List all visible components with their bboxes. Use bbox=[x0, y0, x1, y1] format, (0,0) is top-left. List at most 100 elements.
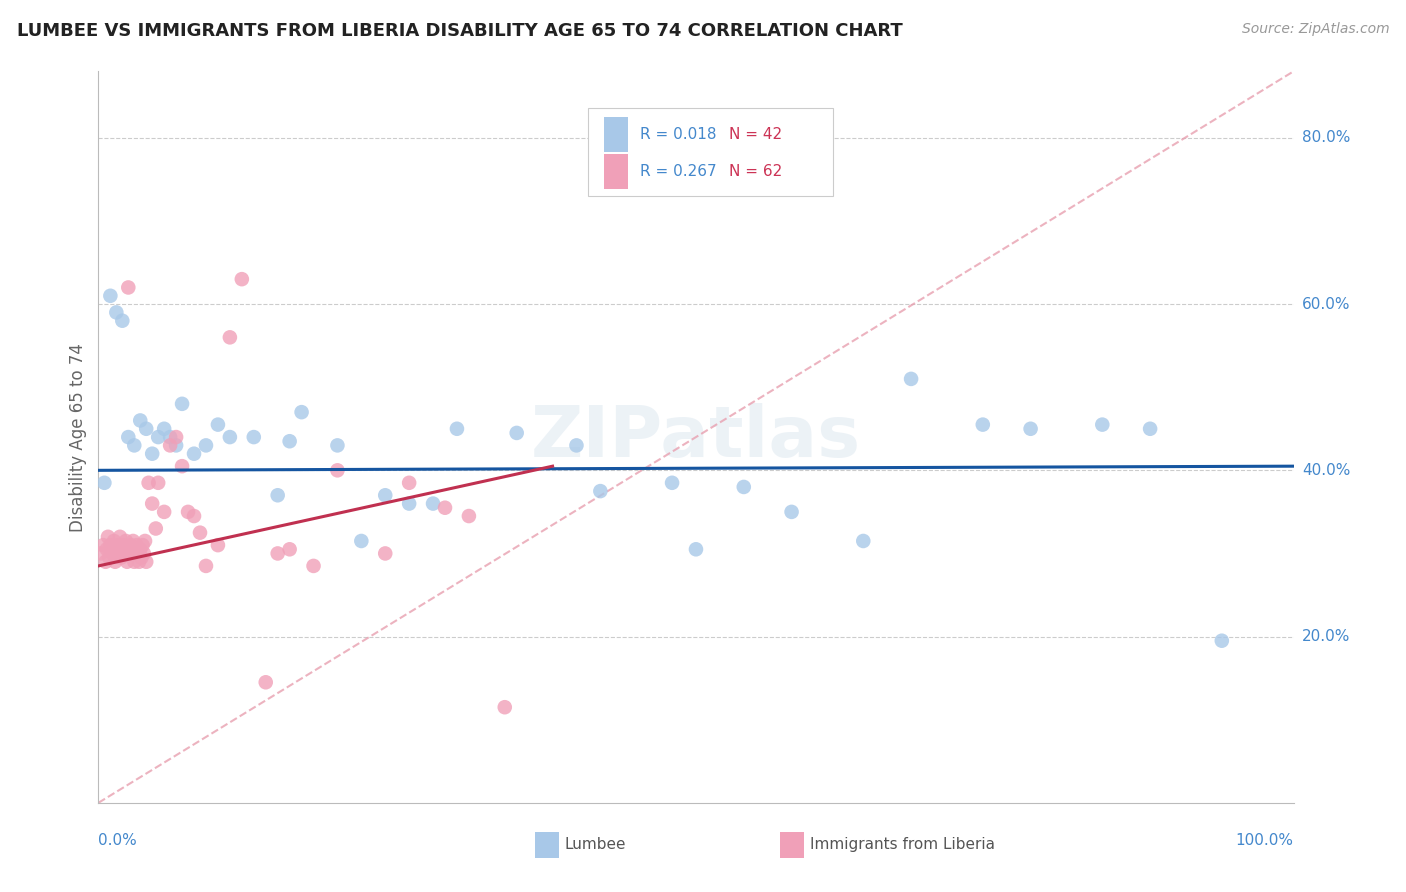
Point bbox=[98, 538, 122, 552]
Bar bbox=[779, 832, 804, 858]
Point bbox=[129, 413, 152, 427]
Point bbox=[105, 542, 128, 557]
Point bbox=[111, 542, 134, 557]
Point bbox=[183, 509, 205, 524]
FancyBboxPatch shape bbox=[589, 108, 834, 195]
Point bbox=[148, 430, 170, 444]
Point bbox=[422, 497, 444, 511]
Text: 0.0%: 0.0% bbox=[98, 833, 138, 848]
Point bbox=[117, 280, 139, 294]
Point bbox=[219, 430, 242, 444]
Point bbox=[291, 405, 314, 419]
Point bbox=[141, 497, 163, 511]
Point bbox=[207, 417, 229, 432]
Point bbox=[124, 438, 146, 452]
Point bbox=[91, 538, 114, 552]
Point bbox=[302, 558, 325, 573]
Point bbox=[183, 447, 205, 461]
Point bbox=[153, 505, 176, 519]
Point bbox=[103, 533, 125, 548]
Text: Immigrants from Liberia: Immigrants from Liberia bbox=[810, 837, 994, 852]
Point bbox=[101, 546, 124, 560]
Point bbox=[565, 438, 588, 452]
Text: Source: ZipAtlas.com: Source: ZipAtlas.com bbox=[1241, 22, 1389, 37]
Point bbox=[661, 475, 683, 490]
Point bbox=[122, 533, 145, 548]
Bar bbox=[605, 117, 628, 152]
Point bbox=[972, 417, 994, 432]
Point bbox=[105, 305, 128, 319]
Point bbox=[685, 542, 707, 557]
Point bbox=[96, 542, 118, 557]
Point bbox=[115, 555, 138, 569]
Point bbox=[115, 533, 138, 548]
Point bbox=[112, 538, 135, 552]
Point bbox=[118, 542, 141, 557]
Point bbox=[145, 521, 167, 535]
Point bbox=[127, 546, 149, 560]
Point bbox=[108, 530, 131, 544]
Point bbox=[124, 555, 146, 569]
Point bbox=[188, 525, 211, 540]
Point bbox=[97, 530, 120, 544]
Point bbox=[267, 546, 290, 560]
Point bbox=[114, 546, 136, 560]
Text: Lumbee: Lumbee bbox=[565, 837, 626, 852]
Point bbox=[733, 480, 755, 494]
Text: ZIPatlas: ZIPatlas bbox=[531, 402, 860, 472]
Point bbox=[278, 542, 301, 557]
Point bbox=[98, 289, 122, 303]
Point bbox=[1211, 633, 1233, 648]
Point bbox=[267, 488, 290, 502]
Point bbox=[852, 533, 875, 548]
Point bbox=[131, 550, 153, 565]
Point bbox=[117, 430, 139, 444]
Point bbox=[177, 505, 200, 519]
Point bbox=[172, 397, 194, 411]
Text: N = 42: N = 42 bbox=[730, 127, 783, 142]
Point bbox=[398, 475, 420, 490]
Point bbox=[129, 542, 152, 557]
Point bbox=[195, 558, 218, 573]
Text: 80.0%: 80.0% bbox=[1302, 130, 1350, 145]
Point bbox=[94, 555, 117, 569]
Point bbox=[121, 546, 143, 560]
Point bbox=[374, 546, 396, 560]
Point bbox=[148, 475, 170, 490]
Y-axis label: Disability Age 65 to 74: Disability Age 65 to 74 bbox=[69, 343, 87, 532]
Text: 20.0%: 20.0% bbox=[1302, 629, 1350, 644]
Point bbox=[398, 497, 420, 511]
Point bbox=[98, 550, 121, 565]
Point bbox=[900, 372, 922, 386]
Point bbox=[506, 425, 529, 440]
Text: 100.0%: 100.0% bbox=[1236, 833, 1294, 848]
Bar bbox=[534, 832, 558, 858]
Point bbox=[111, 314, 134, 328]
Point bbox=[104, 555, 127, 569]
Text: LUMBEE VS IMMIGRANTS FROM LIBERIA DISABILITY AGE 65 TO 74 CORRELATION CHART: LUMBEE VS IMMIGRANTS FROM LIBERIA DISABI… bbox=[17, 22, 903, 40]
Text: N = 62: N = 62 bbox=[730, 164, 783, 179]
Bar bbox=[605, 154, 628, 189]
Point bbox=[350, 533, 373, 548]
Point bbox=[207, 538, 229, 552]
Point bbox=[120, 538, 142, 552]
Point bbox=[128, 555, 150, 569]
Text: 40.0%: 40.0% bbox=[1302, 463, 1350, 478]
Point bbox=[107, 546, 129, 560]
Point bbox=[165, 438, 187, 452]
Text: R = 0.018: R = 0.018 bbox=[640, 127, 716, 142]
Point bbox=[172, 459, 194, 474]
Point bbox=[132, 546, 155, 560]
Point bbox=[278, 434, 301, 449]
Point bbox=[165, 430, 187, 444]
Point bbox=[153, 422, 176, 436]
Point bbox=[124, 542, 146, 557]
Point bbox=[446, 422, 468, 436]
Point bbox=[195, 438, 218, 452]
Point bbox=[131, 538, 153, 552]
Point bbox=[134, 533, 156, 548]
Point bbox=[110, 550, 132, 565]
Point bbox=[374, 488, 396, 502]
Point bbox=[159, 438, 181, 452]
Point bbox=[141, 447, 163, 461]
